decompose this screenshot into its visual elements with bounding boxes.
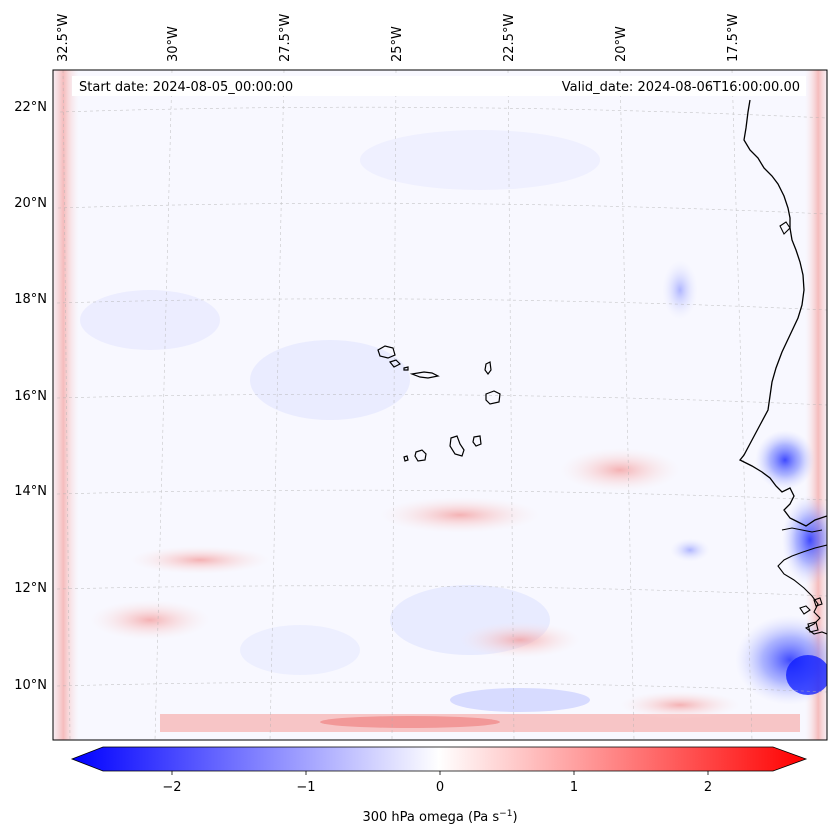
lon-tick-label: 32.5°W — [56, 14, 71, 62]
lon-tick-label: 25°W — [390, 26, 405, 62]
header-box — [72, 76, 806, 96]
blue-cell-guinea-core — [786, 655, 827, 695]
colorbar-tick-label: −1 — [296, 780, 315, 795]
blue-patch-north — [360, 130, 600, 190]
red-patch-south-west — [90, 600, 210, 640]
lon-tick-label: 27.5°W — [278, 14, 293, 62]
colorbar-ticks — [171, 771, 709, 775]
lat-tick-label: 12°N — [14, 581, 47, 596]
lat-tick-label: 18°N — [14, 292, 47, 307]
lat-tick-label: 20°N — [14, 196, 47, 211]
blue-patch-center — [250, 340, 410, 420]
lat-tick-label: 16°N — [14, 389, 47, 404]
brava-island — [403, 455, 409, 462]
lon-tick-label: 30°W — [166, 26, 181, 62]
colorbar-body — [70, 746, 808, 772]
fogo-island — [414, 449, 427, 462]
red-patch-south — [460, 622, 580, 658]
lon-tick-label: 17.5°W — [726, 14, 741, 62]
colorbar-label: 300 hPa omega (Pa s−1) — [362, 809, 517, 825]
colorbar-tick-label: 1 — [570, 780, 578, 795]
valid-date-text: Valid_date: 2024-08-06T16:00:00.00 — [562, 80, 800, 95]
colorbar-label-sup: −1 — [499, 809, 512, 819]
maio-island — [472, 435, 482, 447]
africa-coastline — [738, 99, 827, 527]
bottom-band-core — [320, 716, 500, 728]
lon-tick-label: 22.5°W — [502, 14, 517, 62]
boa-vista-island — [485, 390, 501, 405]
blue-patch-south-west — [240, 625, 360, 675]
colorbar-tick-label: 0 — [436, 780, 444, 795]
blue-streak-mid — [670, 538, 710, 562]
colorbar-label-end: ) — [512, 810, 517, 825]
omega-field — [53, 70, 827, 740]
cape-verde-islands — [377, 345, 501, 462]
colorbar-tick-label: 2 — [704, 780, 712, 795]
blue-streak-north — [662, 260, 698, 320]
colorbar-label-main: 300 hPa omega (Pa s — [362, 810, 499, 825]
santiago-island — [449, 435, 465, 457]
bijagos-islands — [799, 597, 823, 633]
blue-patch-west — [80, 290, 220, 350]
map-frame — [52, 69, 828, 741]
blue-cell-gambia — [782, 495, 827, 585]
lat-tick-label: 10°N — [14, 678, 47, 693]
latitude-tick-labels: 22°N 20°N 18°N 16°N 14°N 12°N 10°N — [14, 100, 47, 693]
sao-nicolau-island — [409, 371, 440, 379]
red-patch-bottom-east — [620, 691, 740, 719]
red-patch-east — [560, 448, 680, 492]
colorbar-tick-label: −2 — [162, 780, 181, 795]
blue-cell-senegal — [755, 430, 815, 490]
lat-tick-label: 22°N — [14, 100, 47, 115]
start-date-text: Start date: 2024-08-05_00:00:00 — [79, 80, 293, 95]
blue-patch-bottom — [450, 688, 590, 712]
colorbar: −2 −1 0 1 2 300 hPa omega (Pa s−1) — [70, 746, 808, 825]
map-panel: Start date: 2024-08-05_00:00:00 Valid_da… — [53, 70, 827, 740]
gridlines — [56, 70, 827, 740]
longitude-tick-labels: 32.5°W 30°W 27.5°W 25°W 22.5°W 20°W 17.5… — [56, 14, 741, 62]
lon-tick-label: 20°W — [614, 26, 629, 62]
sal-island — [484, 361, 492, 375]
gambia-river — [781, 527, 823, 533]
africa-coastline-south — [777, 544, 827, 635]
red-patch-west-low — [130, 546, 270, 574]
sao-vicente-island — [388, 359, 402, 368]
santa-luzia-island — [403, 366, 409, 371]
red-patch-center — [380, 497, 540, 533]
left-boundary-band — [53, 70, 79, 740]
santo-antao-island — [377, 345, 396, 359]
cap-vert-bay — [779, 221, 791, 235]
lat-tick-label: 14°N — [14, 484, 47, 499]
